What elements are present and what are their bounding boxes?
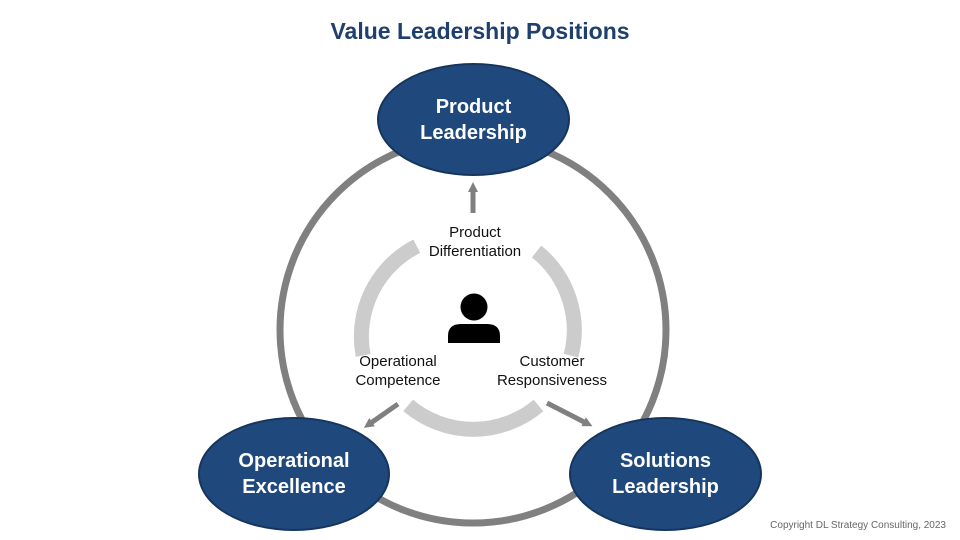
person-icon — [448, 293, 500, 343]
product-leadership-line2: Leadership — [420, 121, 527, 144]
inner-ring-right-segment — [531, 245, 582, 358]
operational-competence-label: Operational Competence — [338, 352, 458, 390]
page-title: Value Leadership Positions — [330, 18, 630, 44]
product-differentiation-line1: Product — [449, 224, 501, 241]
customer-responsiveness-label: Customer Responsiveness — [486, 352, 618, 390]
product-leadership-line1: Product — [435, 95, 512, 118]
product-leadership-node: Product Leadership — [377, 63, 570, 176]
product-differentiation-line2: Differentiation — [428, 243, 522, 260]
operational-competence-line2: Competence — [355, 372, 441, 389]
solutions-leadership-line1: Solutions — [619, 450, 712, 472]
solutions-leadership-node: Solutions Leadership — [569, 417, 762, 531]
arrow-to-solutions-leadership — [545, 400, 593, 427]
copyright-notice: Copyright DL Strategy Consulting, 2023 — [770, 520, 946, 531]
operational-excellence-line2: Excellence — [242, 476, 346, 498]
solutions-leadership-line2: Leadership — [612, 476, 719, 498]
operational-excellence-node: Operational Excellence — [198, 417, 390, 531]
customer-responsiveness-line1: Customer — [519, 353, 585, 370]
inner-ring-bottom-segment — [403, 399, 544, 437]
operational-excellence-line1: Operational — [238, 450, 350, 472]
inner-ring-left-segment — [353, 239, 421, 357]
customer-responsiveness-line2: Responsiveness — [496, 372, 608, 389]
product-differentiation-label: Product Differentiation — [405, 223, 545, 261]
operational-competence-line1: Operational — [359, 353, 437, 370]
arrow-to-operational-excellence — [363, 401, 400, 428]
